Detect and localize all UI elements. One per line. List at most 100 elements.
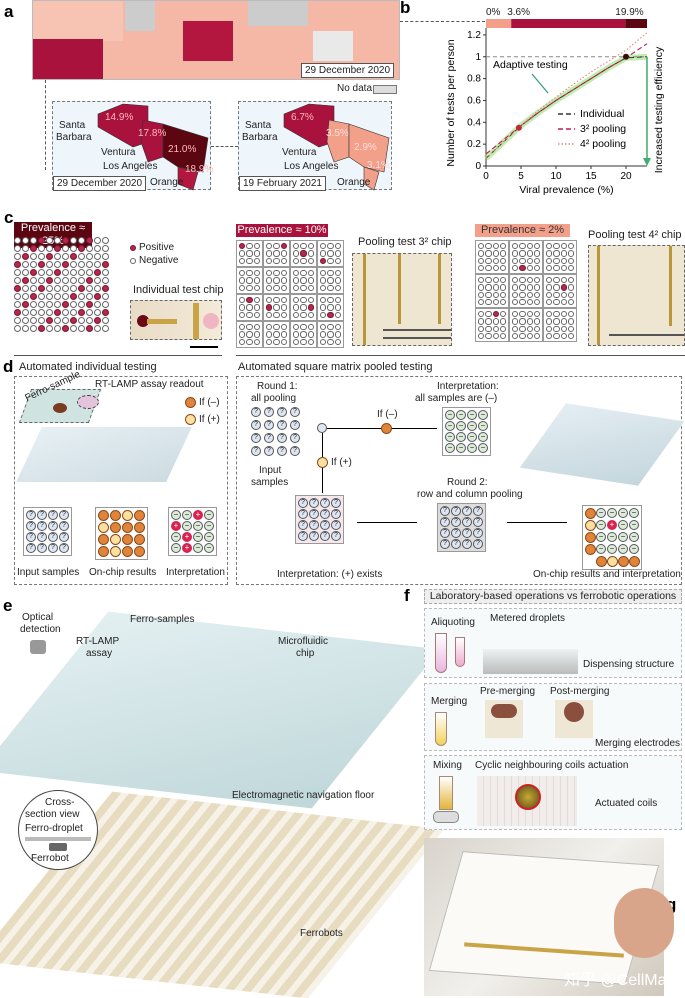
negative-sample [553, 291, 560, 298]
unknown-sample: ? [277, 446, 287, 456]
merging-electrodes-label: Merging electrodes [595, 738, 681, 749]
negative-sample [320, 297, 327, 304]
negative-sample [280, 338, 287, 345]
positive-legend-dot [130, 245, 136, 251]
negative-sample [239, 277, 246, 284]
annotation-adaptive: Adaptive testing [493, 59, 568, 71]
negative-sample [14, 293, 21, 300]
unknown-sample: ? [48, 543, 58, 553]
negative-sample [485, 291, 492, 298]
unknown-sample: ? [473, 517, 483, 527]
negative-sample [485, 298, 492, 305]
series-line [485, 32, 648, 159]
negative-sample [239, 338, 246, 345]
negative-sample [485, 318, 492, 325]
negative-sample [560, 291, 567, 298]
positive-sample [519, 264, 526, 271]
inset-map-dec-2020: Santa Barbara Ventura Los Angeles Orange… [52, 101, 213, 191]
negative-sample [485, 243, 492, 250]
negative-sample [78, 269, 85, 276]
negative-sample [307, 243, 314, 250]
negative-sample [320, 311, 327, 318]
negative-sample [478, 318, 485, 325]
negative-sample [280, 284, 287, 291]
watermark: 知乎 @CellMax [564, 972, 675, 989]
negative-sample: − [193, 543, 203, 553]
unknown-sample: ? [462, 539, 472, 549]
microfluidic-chip-illustration [0, 611, 440, 809]
negative-sample: − [618, 520, 628, 530]
pool-block [475, 274, 509, 308]
negative-sample [70, 325, 77, 332]
scale-bar [190, 346, 218, 348]
negative-sample [280, 311, 287, 318]
orange-result [134, 522, 145, 533]
negative-sample [485, 264, 492, 271]
negative-sample [273, 250, 280, 257]
negative-sample: − [445, 421, 455, 431]
negative-sample [94, 309, 101, 316]
negative-sample [273, 297, 280, 304]
negative-sample [239, 250, 246, 257]
negative-sample [280, 297, 287, 304]
negative-sample [253, 297, 260, 304]
unknown-sample: ? [264, 433, 274, 443]
negative-sample [62, 317, 69, 324]
negative-sample [253, 243, 260, 250]
negative-sample [526, 291, 533, 298]
negative-sample [280, 324, 287, 331]
negative-sample [492, 250, 499, 257]
negative-sample [553, 264, 560, 271]
coils-photo [477, 776, 577, 826]
unknown-sample: ? [26, 543, 36, 553]
negative-sample [499, 311, 506, 318]
negative-sample [253, 284, 260, 291]
negative-sample [567, 243, 574, 250]
negative-sample [327, 277, 334, 284]
negative-sample [78, 261, 85, 268]
negative-sample [499, 264, 506, 271]
merging-box: Merging Pre-merging Post-merging Merging… [424, 683, 682, 751]
negative-sample [273, 331, 280, 338]
mixing-box: Mixing Cyclic neighbouring coils actuati… [424, 755, 682, 830]
tube-icon [455, 637, 465, 667]
negative-sample [533, 332, 540, 339]
positive-sample [22, 301, 29, 308]
post-merging-photo [555, 700, 593, 738]
negative-sample [78, 277, 85, 284]
negative-sample [526, 298, 533, 305]
negative-sample [307, 277, 314, 284]
if-negative-label: If (–) [199, 397, 220, 408]
negative-sample [273, 311, 280, 318]
highlight-point [623, 53, 629, 60]
negative-sample [492, 332, 499, 339]
label-ventura: Ventura [101, 147, 136, 158]
negative-sample [38, 245, 45, 252]
negative-sample [266, 331, 273, 338]
negative-sample [478, 284, 485, 291]
negative-sample [253, 270, 260, 277]
negative-sample: − [618, 544, 628, 554]
negative-sample [519, 291, 526, 298]
negative-sample [22, 245, 29, 252]
positive-sample [320, 257, 327, 264]
positive-sample [94, 269, 101, 276]
negative-sample [546, 284, 553, 291]
yellow-result [607, 556, 618, 567]
negative-sample [46, 269, 53, 276]
negative-sample [293, 257, 300, 264]
unknown-sample: ? [59, 532, 69, 542]
orange-result [98, 510, 109, 521]
orange-result [585, 508, 596, 519]
negative-sample: − [456, 432, 466, 442]
negative-sample [253, 311, 260, 318]
unknown-sample: ? [473, 528, 483, 538]
interp-negative-label: all samples are (–) [415, 393, 498, 404]
negative-sample [533, 311, 540, 318]
negative-sample [246, 338, 253, 345]
negative-sample [14, 325, 21, 332]
negative-sample [553, 298, 560, 305]
negative-sample [512, 311, 519, 318]
negative-sample [526, 311, 533, 318]
negative-sample [560, 332, 567, 339]
